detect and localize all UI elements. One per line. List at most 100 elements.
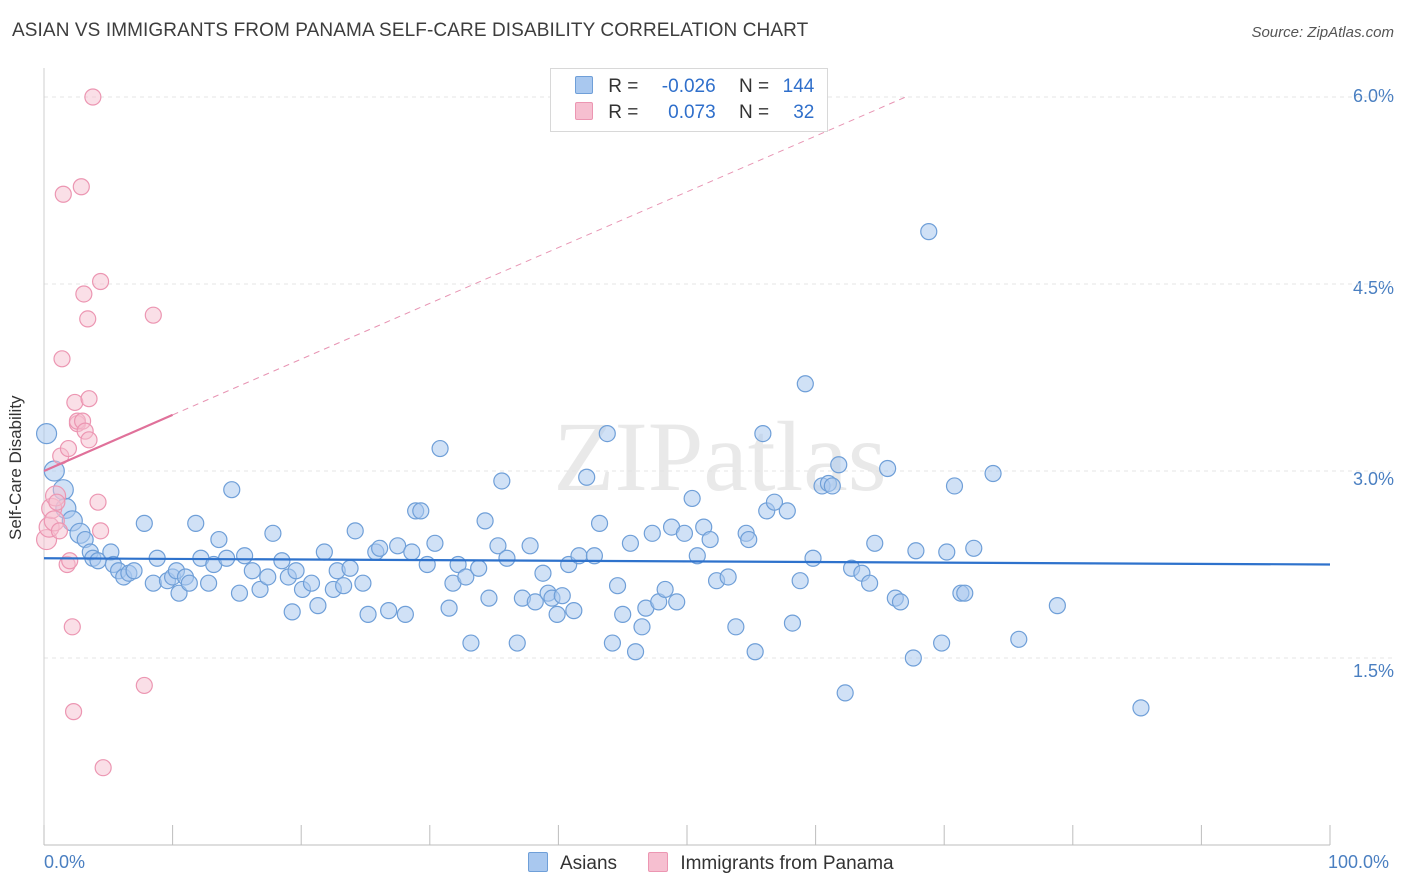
asians-point bbox=[938, 543, 956, 561]
stats-legend: R = -0.026 N = 144 R = 0.073 N = 32 bbox=[550, 68, 828, 132]
asians-point bbox=[945, 477, 964, 495]
legend-n-value: 32 bbox=[793, 102, 815, 123]
asians-point bbox=[643, 524, 661, 542]
asians-point bbox=[493, 472, 511, 490]
asians-point bbox=[1132, 699, 1150, 717]
legend-swatch-panama bbox=[575, 102, 593, 120]
asians-point bbox=[223, 481, 241, 499]
legend-n-label: N = bbox=[738, 76, 770, 97]
asians-point bbox=[754, 425, 772, 443]
asians-point bbox=[668, 593, 686, 611]
asians-point bbox=[144, 574, 162, 592]
asians-point bbox=[675, 524, 694, 542]
asians-point bbox=[590, 514, 609, 532]
asians-point bbox=[633, 618, 651, 636]
asians-point bbox=[984, 464, 1002, 483]
asians-point bbox=[719, 568, 737, 586]
asians-point bbox=[287, 562, 305, 580]
panama-point bbox=[94, 759, 112, 777]
asians-point bbox=[688, 547, 706, 565]
asians-point bbox=[476, 512, 494, 530]
asians-point bbox=[259, 568, 277, 586]
panama-point bbox=[135, 676, 153, 695]
asians-point bbox=[371, 539, 389, 557]
asians-point bbox=[965, 539, 983, 557]
panama-point bbox=[91, 272, 110, 291]
bottom-legend-swatch-asians bbox=[528, 852, 548, 872]
asians-point bbox=[251, 580, 269, 599]
chart-title: ASIAN VS IMMIGRANTS FROM PANAMA SELF-CAR… bbox=[12, 20, 809, 41]
bottom-legend-label: Asians bbox=[560, 853, 618, 874]
asians-point bbox=[462, 634, 480, 652]
asians-point bbox=[264, 524, 282, 542]
asians-point bbox=[585, 547, 604, 565]
asians-point bbox=[135, 514, 153, 532]
panama-point bbox=[50, 522, 69, 540]
panama-point bbox=[61, 552, 79, 570]
asians-point bbox=[418, 555, 436, 574]
y-tick-label: 1.5% bbox=[1352, 661, 1394, 681]
panama-point bbox=[80, 431, 98, 449]
asians-point bbox=[548, 605, 566, 623]
asians-point bbox=[498, 549, 516, 567]
legend-r-label: R = bbox=[608, 76, 639, 97]
asians-point bbox=[1048, 597, 1066, 615]
asians-point bbox=[315, 543, 333, 561]
asians-point bbox=[273, 552, 291, 570]
asians-point bbox=[489, 537, 507, 555]
asians-point bbox=[598, 425, 616, 443]
asians-point bbox=[243, 562, 261, 580]
panama-point bbox=[54, 185, 72, 203]
asians-point bbox=[380, 602, 398, 620]
panama-point bbox=[80, 390, 98, 408]
asians-point bbox=[359, 605, 377, 623]
asians-point bbox=[956, 584, 974, 602]
panama-point bbox=[59, 439, 78, 458]
asians-point bbox=[578, 468, 596, 486]
asians-point bbox=[740, 530, 758, 549]
asians-point bbox=[933, 634, 951, 652]
panama-point bbox=[66, 393, 84, 412]
bottom-legend-swatch-panama bbox=[648, 852, 669, 872]
bottom-legend: Asians Immigrants from Panama bbox=[528, 852, 920, 875]
asians-point bbox=[210, 530, 228, 549]
asians-point bbox=[341, 559, 359, 577]
asians-point bbox=[230, 584, 249, 602]
y-tick-label: 4.5% bbox=[1352, 278, 1394, 298]
asians-point bbox=[778, 502, 796, 520]
asians-point bbox=[765, 493, 784, 511]
panama-point bbox=[79, 310, 97, 328]
asians-point bbox=[920, 223, 938, 241]
asians-point bbox=[302, 574, 321, 592]
asians-point bbox=[412, 502, 430, 520]
asians-trend-line bbox=[43, 557, 1331, 566]
legend-r-label: R = bbox=[608, 102, 639, 123]
asians-point bbox=[180, 574, 198, 592]
legend-r-value: -0.026 bbox=[661, 76, 716, 97]
legend-row-asians: R = -0.026 N = 144 bbox=[575, 76, 814, 98]
asians-point bbox=[656, 580, 674, 599]
asians-point bbox=[346, 522, 364, 540]
asians-point bbox=[1010, 630, 1028, 648]
asians-point bbox=[389, 537, 407, 555]
asians-point bbox=[403, 543, 421, 561]
panama-point bbox=[72, 178, 90, 196]
asians-point bbox=[534, 564, 552, 582]
asians-point bbox=[683, 489, 701, 508]
legend-row-panama: R = 0.073 N = 32 bbox=[575, 102, 814, 124]
y-tick-label: 6.0% bbox=[1352, 86, 1394, 106]
panama-point bbox=[75, 285, 93, 303]
panama-point bbox=[63, 618, 81, 636]
legend-swatch-asians bbox=[575, 76, 593, 94]
panama-point bbox=[91, 522, 110, 540]
asians-point bbox=[791, 572, 809, 590]
asians-point bbox=[521, 537, 539, 555]
asians-point bbox=[426, 534, 444, 552]
asians-point bbox=[508, 634, 526, 652]
asians-point bbox=[836, 684, 854, 702]
asians-point bbox=[565, 602, 583, 620]
panama-trend-line bbox=[43, 413, 174, 473]
legend-r-value: 0.073 bbox=[668, 102, 716, 123]
panama-point bbox=[89, 493, 107, 511]
asians-point bbox=[125, 562, 143, 580]
